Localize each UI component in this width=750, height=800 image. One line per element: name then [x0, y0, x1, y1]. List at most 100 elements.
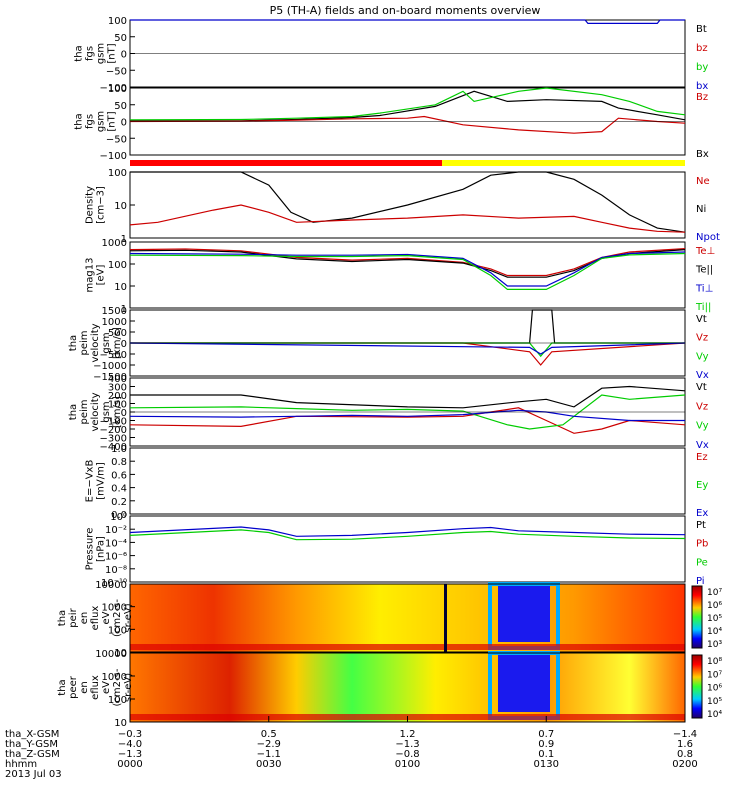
panel-frame	[129, 515, 686, 583]
panel-pressure: 10⁰ 10⁻² 10⁻⁴ 10⁻⁶ 10⁻⁸ 10⁻¹⁰ Pressure [nPa] Pt P…	[85, 512, 709, 589]
y-axis-label: eflux	[90, 606, 101, 631]
legend-entry: Te⊥	[695, 246, 715, 257]
spectrogram-low-energy-band	[130, 644, 685, 650]
y-tick-label: 100	[108, 400, 127, 411]
legend-entry: Pe	[696, 557, 708, 568]
y-axis-label: tha	[68, 335, 79, 351]
series-line-Vz	[129, 407, 686, 434]
panel-density: 100 10 1 Density [cm−3] Ne Ni Npot	[85, 168, 720, 245]
legend-entry: Vx	[696, 440, 709, 451]
legend-entry: Vt	[696, 382, 707, 393]
y-axis-label: peir	[68, 607, 79, 627]
panel-frame	[129, 447, 686, 515]
y-tick-label: 0.2	[111, 497, 127, 508]
panel-fgs1: 100 50 0 −50 −100 tha fgs gsm [nT] Bt bz by bx	[74, 16, 709, 94]
series-line-Bt	[130, 90, 686, 122]
y-tick-label: 0.4	[111, 484, 127, 495]
x-tick-label: −0.3	[118, 729, 142, 740]
colorbar-tick-label: 10⁸	[707, 657, 722, 667]
legend-entry: Pt	[696, 520, 706, 531]
x-tick-label: 1.6	[677, 739, 693, 750]
y-axis-label: sr-eV)	[123, 673, 134, 702]
y-tick-label: 1000	[102, 317, 127, 328]
series-line-Vy	[130, 342, 685, 358]
y-axis-label: peim	[79, 399, 90, 424]
y-axis-label: [mV/m]	[96, 462, 107, 500]
y-axis-label: E=−VxB	[85, 460, 96, 503]
y-tick-label: 50	[114, 101, 127, 112]
y-axis-label: Density	[85, 186, 96, 224]
y-tick-label: −300	[100, 434, 127, 445]
x-tick-label: 0.1	[538, 749, 554, 760]
y-axis-label: sr-eV)	[123, 603, 134, 632]
y-tick-label: 10000	[95, 649, 127, 660]
y-tick-label: 10	[114, 201, 127, 212]
y-tick-label: 0.6	[111, 470, 127, 481]
legend-entry: Vy	[696, 351, 709, 362]
x-tick-label: 0.9	[538, 739, 554, 750]
x-row-label: tha_Y-GSM	[5, 739, 58, 750]
y-tick-label: 100	[108, 168, 127, 179]
y-tick-label: 100	[108, 260, 127, 271]
y-axis-label: velocity	[90, 323, 101, 362]
colorbar-tick-label: 10⁷	[707, 588, 722, 598]
x-row-label: tha_X-GSM	[5, 729, 59, 740]
y-tick-label: 10⁻⁶	[105, 552, 127, 563]
mode-bar-yellow	[442, 160, 685, 166]
y-tick-label: 0	[121, 118, 127, 129]
y-axis-label: tha	[74, 45, 85, 61]
y-tick-label: 10⁻⁸	[105, 565, 127, 576]
mode-bar-red	[130, 160, 442, 166]
legend-entry: Te||	[695, 265, 713, 276]
spectrogram-background	[130, 653, 685, 722]
legend-entry: Ni	[696, 204, 706, 215]
y-axis-label: mag13	[85, 258, 96, 293]
colorbar-tick-label: 10⁵	[707, 614, 722, 624]
colorbar-tick-label: 10⁶	[707, 601, 722, 611]
x-tick-label: 0.8	[677, 749, 693, 760]
legend-entry: Pi	[696, 576, 705, 587]
x-row-label: tha_Z-GSM	[5, 749, 60, 760]
spectrogram-noise-region	[498, 655, 550, 712]
y-tick-label: −100	[100, 417, 127, 428]
y-tick-label: 1500	[102, 306, 127, 317]
legend-entry: by	[696, 62, 708, 73]
y-tick-label: 0	[121, 339, 127, 350]
y-axis-label: [nPa]	[96, 536, 107, 562]
y-axis-label: [nT]	[107, 111, 118, 131]
y-tick-label: 0.0	[111, 510, 127, 521]
y-tick-label: 10	[114, 648, 127, 659]
y-tick-label: 10⁰	[110, 512, 127, 523]
y-tick-label: 100	[108, 84, 127, 95]
y-tick-label: −100	[100, 83, 127, 94]
colorbar-tick-label: 10⁶	[707, 684, 722, 694]
y-axis-label: [cm−3]	[96, 186, 107, 224]
panel-ion_spec: 10⁷ 10⁶ 10⁵ 10⁴ 10³ 10000 1000 100 10 tha peir en ef…	[57, 580, 722, 659]
y-tick-label: −50	[106, 134, 127, 145]
series-line-Vt	[130, 309, 685, 344]
y-tick-label: −400	[100, 442, 127, 453]
y-tick-label: −200	[100, 425, 127, 436]
y-tick-label: 200	[108, 391, 127, 402]
y-tick-label: 1000	[102, 238, 127, 249]
y-tick-label: −1000	[93, 361, 127, 372]
y-axis-label: Pressure	[85, 528, 96, 571]
x-tick-label: −1.3	[118, 749, 142, 760]
legend-entry: Ti⊥	[695, 283, 713, 294]
x-tick-label: −1.4	[673, 729, 697, 740]
series-line-Vy	[129, 394, 686, 430]
series-line-bz	[129, 115, 686, 134]
y-axis-label: eV	[101, 611, 112, 624]
y-axis-label: eflux	[90, 675, 101, 700]
y-axis-label: fgs	[85, 46, 96, 61]
panel-frame	[129, 241, 686, 309]
x-tick-label: −0.8	[395, 749, 419, 760]
series-line-Pe	[129, 529, 686, 541]
y-tick-label: 0.8	[111, 457, 127, 468]
x-tick-label: −4.0	[118, 739, 142, 750]
series-line-Pt	[129, 526, 686, 537]
colorbar-tick-label: 10⁴	[707, 627, 722, 637]
colorbar-tick-label: 10⁷	[707, 670, 722, 680]
colorbar-tick-label: 10⁵	[707, 697, 722, 707]
series-line-Vt	[130, 385, 686, 409]
